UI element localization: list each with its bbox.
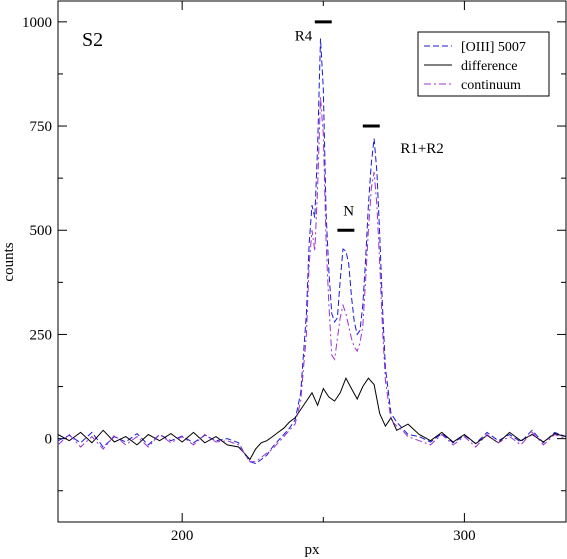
- x-axis-label: px: [305, 542, 321, 558]
- legend-entries: [OIII] 5007 difference continuum: [424, 40, 526, 93]
- legend: [OIII] 5007 difference continuum: [417, 31, 550, 97]
- series-line-2: [57, 96, 567, 463]
- legend-entry-label: difference: [461, 59, 517, 74]
- peak-markers: [314, 20, 380, 232]
- annotations: R4 N R1+R2: [295, 29, 444, 220]
- x-tick-label: 300: [453, 528, 476, 544]
- y-tick-label: 1000: [22, 15, 52, 31]
- legend-box: [417, 31, 550, 97]
- y-tick-label: 250: [30, 327, 53, 343]
- annotation-label: R1+R2: [400, 141, 443, 157]
- series-line-1: [57, 377, 567, 461]
- x-tick-label: 200: [171, 528, 194, 544]
- legend-entry-label: [OIII] 5007: [461, 40, 526, 55]
- axis-ticks: 200 300 0 250 500 750 1000: [22, 1, 566, 544]
- y-tick-label: 750: [30, 119, 53, 135]
- series-lines: [57, 38, 567, 465]
- annotation-label: R4: [295, 29, 313, 45]
- y-axis-label: counts: [1, 242, 17, 281]
- legend-entry-label: continuum: [461, 78, 521, 93]
- series-line-0: [57, 38, 567, 465]
- y-tick-label: 0: [45, 432, 53, 448]
- plot-frame: [57, 0, 567, 523]
- annotation-label: N: [343, 204, 354, 220]
- panel-label: S2: [82, 29, 103, 51]
- y-tick-label: 500: [30, 223, 53, 239]
